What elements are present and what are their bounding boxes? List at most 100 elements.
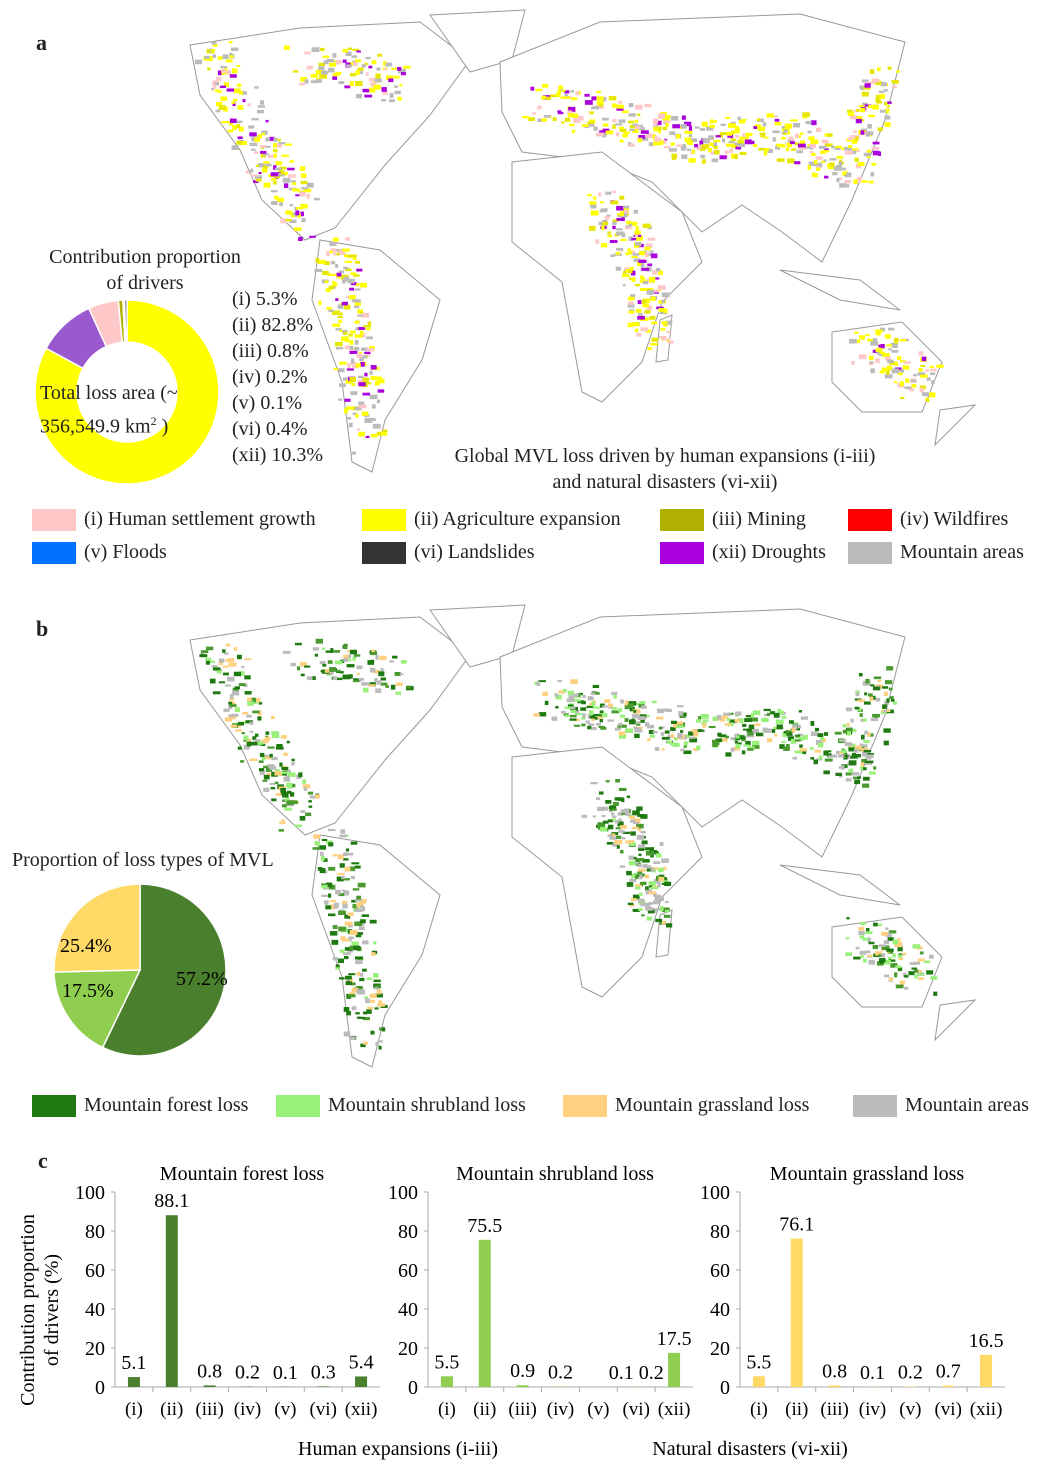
loss-pixel	[289, 792, 295, 797]
loss-pixel	[397, 67, 402, 71]
loss-pixel	[770, 115, 778, 118]
loss-pixel	[589, 715, 596, 719]
loss-pixel	[342, 377, 351, 381]
loss-pixel	[873, 676, 882, 680]
loss-pixel	[290, 214, 295, 218]
loss-pixel	[730, 121, 736, 124]
loss-pixel	[299, 815, 306, 821]
loss-pixel	[766, 712, 770, 716]
loss-pixel	[629, 815, 635, 819]
loss-pixel	[357, 309, 363, 314]
loss-pixel	[344, 975, 352, 980]
loss-pixel	[332, 53, 337, 58]
loss-pixel	[395, 691, 402, 695]
loss-pixel	[561, 121, 565, 124]
loss-pixel	[343, 266, 349, 270]
loss-pixel	[864, 692, 868, 696]
loss-pixel	[823, 159, 827, 162]
loss-pixel	[260, 743, 266, 747]
loss-pixel	[763, 150, 768, 156]
loss-pixel	[291, 182, 297, 185]
loss-pixel	[260, 150, 267, 154]
loss-pixel	[887, 956, 892, 962]
loss-pixel	[796, 150, 804, 154]
loss-pixel	[891, 80, 899, 84]
loss-pixel	[331, 310, 340, 315]
loss-pixel	[595, 797, 601, 801]
loss-pixel	[326, 671, 334, 675]
y-tick-label: 80	[85, 1221, 105, 1243]
loss-pixel	[742, 728, 750, 731]
loss-pixel	[223, 70, 232, 75]
loss-pixel	[577, 700, 584, 704]
loss-pixel	[212, 667, 221, 671]
loss-pixel	[231, 101, 236, 104]
loss-pixel	[221, 68, 226, 74]
land-outline	[311, 239, 441, 473]
land-outline	[511, 746, 703, 998]
loss-pixel	[394, 672, 401, 677]
legend-item: (iii) Mining	[660, 508, 806, 531]
loss-pixel	[333, 906, 339, 909]
loss-pixel	[810, 120, 817, 126]
loss-pixel	[695, 719, 702, 723]
loss-pixel	[300, 180, 308, 185]
loss-pixel	[310, 73, 318, 78]
loss-pixel	[345, 981, 353, 986]
loss-pixel	[799, 132, 804, 135]
loss-pixel	[319, 73, 328, 79]
loss-pixel	[802, 112, 810, 117]
loss-pixel	[349, 945, 353, 950]
loss-pixel	[645, 329, 651, 333]
loss-pixel	[596, 96, 604, 101]
loss-pixel	[646, 253, 653, 256]
loss-pixel	[339, 329, 343, 333]
loss-pixel	[849, 745, 853, 749]
loss-pixel	[354, 288, 361, 291]
loss-pixel	[644, 103, 652, 108]
loss-pixel	[537, 118, 543, 123]
loss-pixel	[632, 129, 639, 134]
loss-pixel	[617, 215, 622, 218]
loss-pixel	[263, 161, 270, 164]
loss-pixel	[269, 782, 276, 785]
loss-pixel	[850, 718, 854, 723]
loss-pixel	[917, 973, 925, 976]
loss-pixel	[867, 752, 874, 756]
loss-pixel	[350, 362, 358, 365]
loss-pixel	[282, 767, 288, 771]
loss-pixel	[736, 735, 740, 739]
loss-pixel	[283, 45, 290, 50]
loss-pixel	[711, 158, 719, 163]
loss-pixel	[910, 379, 917, 383]
loss-pixel	[260, 133, 266, 136]
loss-pixel	[622, 133, 628, 138]
loss-pixel	[724, 723, 732, 726]
loss-pixel	[864, 950, 871, 954]
loss-pixel	[295, 194, 300, 197]
loss-pixel	[280, 787, 286, 793]
loss-pixel	[345, 51, 352, 57]
loss-pixel	[689, 732, 694, 736]
bar	[355, 1376, 368, 1387]
loss-pixel	[229, 55, 234, 59]
loss-pixel	[624, 808, 630, 814]
loss-pixel	[913, 961, 921, 965]
loss-pixel	[247, 697, 255, 702]
loss-pixel	[343, 654, 349, 660]
loss-pixel	[649, 250, 654, 253]
loss-pixel	[536, 681, 541, 686]
pie-slice-forest	[101, 883, 227, 1057]
loss-pixel	[335, 71, 342, 75]
loss-pixel	[308, 800, 312, 803]
loss-pixel	[680, 748, 686, 752]
loss-pixel	[612, 219, 620, 222]
loss-pixel	[338, 249, 346, 255]
loss-pixel	[217, 70, 222, 76]
loss-pixel	[607, 834, 615, 837]
loss-pixel	[676, 725, 685, 729]
loss-pixel	[360, 1043, 366, 1048]
loss-pixel	[829, 162, 835, 167]
loss-pixel	[854, 745, 862, 750]
bar-value-label: 0.2	[235, 1362, 260, 1384]
